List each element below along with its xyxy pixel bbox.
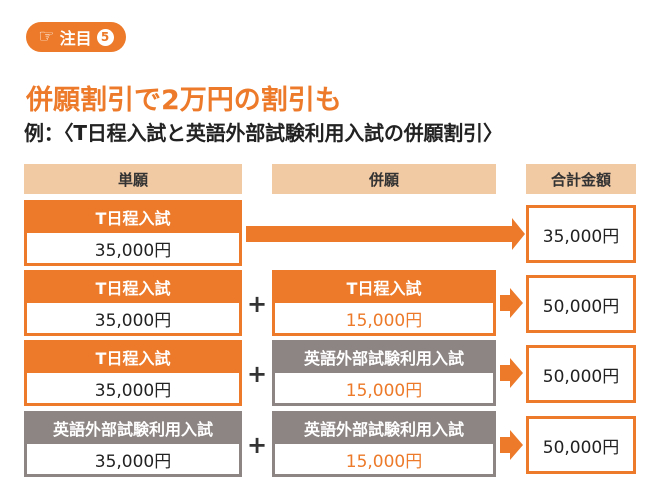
exam-name: T日程入試 <box>95 278 171 298</box>
headline: 併願割引で2万円の割引も <box>26 85 342 116</box>
exam-price: 35,000円 <box>27 233 239 263</box>
exam-name: 英語外部試験利用入試 <box>52 419 213 439</box>
long-arrow <box>246 218 525 250</box>
exam-name: 英語外部試験利用入試 <box>303 348 464 368</box>
column-header-combined: 併願 <box>272 164 496 194</box>
total-amount: 50,000円 <box>526 275 636 333</box>
badge-number: 5 <box>96 28 114 46</box>
single-exam-card: T日程入試 35,000円 <box>24 270 242 336</box>
combined-exam-card: 英語外部試験利用入試 15,000円 <box>272 411 496 477</box>
column-header-single: 単願 <box>24 164 242 194</box>
single-exam-card: T日程入試 35,000円 <box>24 340 242 406</box>
single-exam-card: T日程入試 35,000円 <box>24 200 242 266</box>
combined-exam-card: 英語外部試験利用入試 15,000円 <box>272 340 496 406</box>
single-exam-card: 英語外部試験利用入試 35,000円 <box>24 411 242 477</box>
exam-name: 英語外部試験利用入試 <box>303 419 464 439</box>
exam-name: T日程入試 <box>95 348 171 368</box>
exam-price: 15,000円 <box>275 303 493 333</box>
exam-price: 35,000円 <box>27 373 239 403</box>
plus-sign: + <box>246 431 268 459</box>
subheadline: 例：〈T日程入試と英語外部試験利用入試の併願割引〉 <box>24 121 503 145</box>
pointing-hand-icon: ☞ <box>38 26 55 47</box>
exam-name: T日程入試 <box>346 278 422 298</box>
plus-sign: + <box>246 290 268 318</box>
short-arrow <box>500 430 523 460</box>
short-arrow <box>500 358 523 388</box>
column-header-total: 合計金額 <box>526 164 636 194</box>
total-amount: 50,000円 <box>526 345 636 403</box>
plus-sign: + <box>246 360 268 388</box>
short-arrow <box>500 288 523 318</box>
highlight-badge: ☞ 注目 5 <box>26 22 126 52</box>
total-amount: 35,000円 <box>526 205 636 263</box>
badge-label: 注目 <box>59 29 92 48</box>
exam-price: 35,000円 <box>27 444 239 474</box>
exam-price: 15,000円 <box>275 373 493 403</box>
exam-price: 35,000円 <box>27 303 239 333</box>
combined-exam-card: T日程入試 15,000円 <box>272 270 496 336</box>
exam-name: T日程入試 <box>95 208 171 228</box>
total-amount: 50,000円 <box>526 416 636 474</box>
exam-price: 15,000円 <box>275 444 493 474</box>
